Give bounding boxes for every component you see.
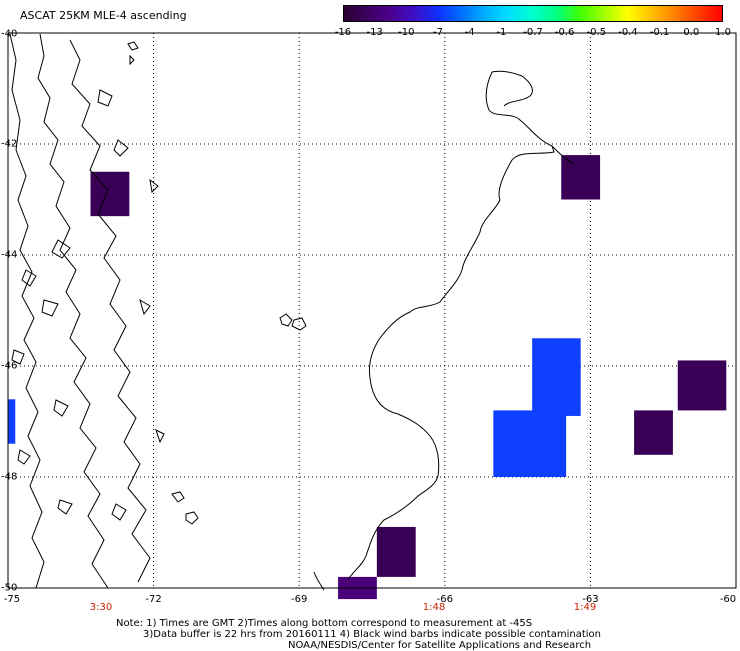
mle-cell <box>634 410 673 455</box>
x-tick-label: -66 <box>436 594 453 605</box>
mle-cell <box>532 338 581 416</box>
colorbar-label: -0.1 <box>649 27 670 38</box>
time-label-2: 1:48 <box>422 602 446 613</box>
mle-cell <box>8 399 16 444</box>
colorbar-label: 1.0 <box>715 27 731 38</box>
mle-cell <box>677 360 727 411</box>
note-line-1: Note: 1) Times are GMT 2)Times along bot… <box>116 618 533 629</box>
map-border <box>7 32 737 589</box>
chart-title: ASCAT 25KM MLE-4 ascending <box>20 9 187 22</box>
colorbar-label: -4 <box>464 27 475 38</box>
time-label-3: 1:49 <box>573 602 597 613</box>
time-label-1: 3:30 <box>89 602 113 613</box>
mle-cell <box>493 410 567 477</box>
x-tick-label: -60 <box>719 594 737 605</box>
y-tick-label: -48 <box>1 471 18 483</box>
colorbar-label: -0.7 <box>523 27 543 38</box>
colorbar-label: -0.5 <box>586 27 607 38</box>
colorbar-label: -16 <box>334 27 352 38</box>
y-tick-label: -40 <box>1 28 18 40</box>
y-tick-label: -44 <box>1 249 18 261</box>
colorbar-label: 0.0 <box>683 27 700 38</box>
map-frame <box>7 32 737 589</box>
mle-cell <box>376 526 416 577</box>
colorbar-label: -7 <box>433 27 443 38</box>
colorbar-label: -13 <box>366 27 383 38</box>
colorbar-label: -10 <box>398 27 415 38</box>
note-line-2: 3)Data buffer is 22 hrs from 20160111 4)… <box>143 629 601 640</box>
colorbar <box>343 5 723 22</box>
y-tick-label: -46 <box>1 360 18 372</box>
x-tick-label: -72 <box>145 594 162 605</box>
x-tick-label: -63 <box>582 594 599 605</box>
x-tick-label: -69 <box>291 594 308 605</box>
note-line-3: NOAA/NESDIS/Center for Satellite Applica… <box>288 640 592 651</box>
mle-cell <box>90 171 130 217</box>
colorbar-label: -0.4 <box>618 27 638 38</box>
y-tick-label: -50 <box>1 582 18 594</box>
coastline <box>9 33 575 591</box>
colorbar-label: -1 <box>496 27 507 38</box>
y-tick-label: -42 <box>1 138 18 150</box>
colorbar-label: -0.6 <box>554 27 575 38</box>
x-tick-label: -75 <box>3 594 21 605</box>
scatterometer-cells <box>8 155 727 600</box>
mle-cell <box>561 155 601 200</box>
